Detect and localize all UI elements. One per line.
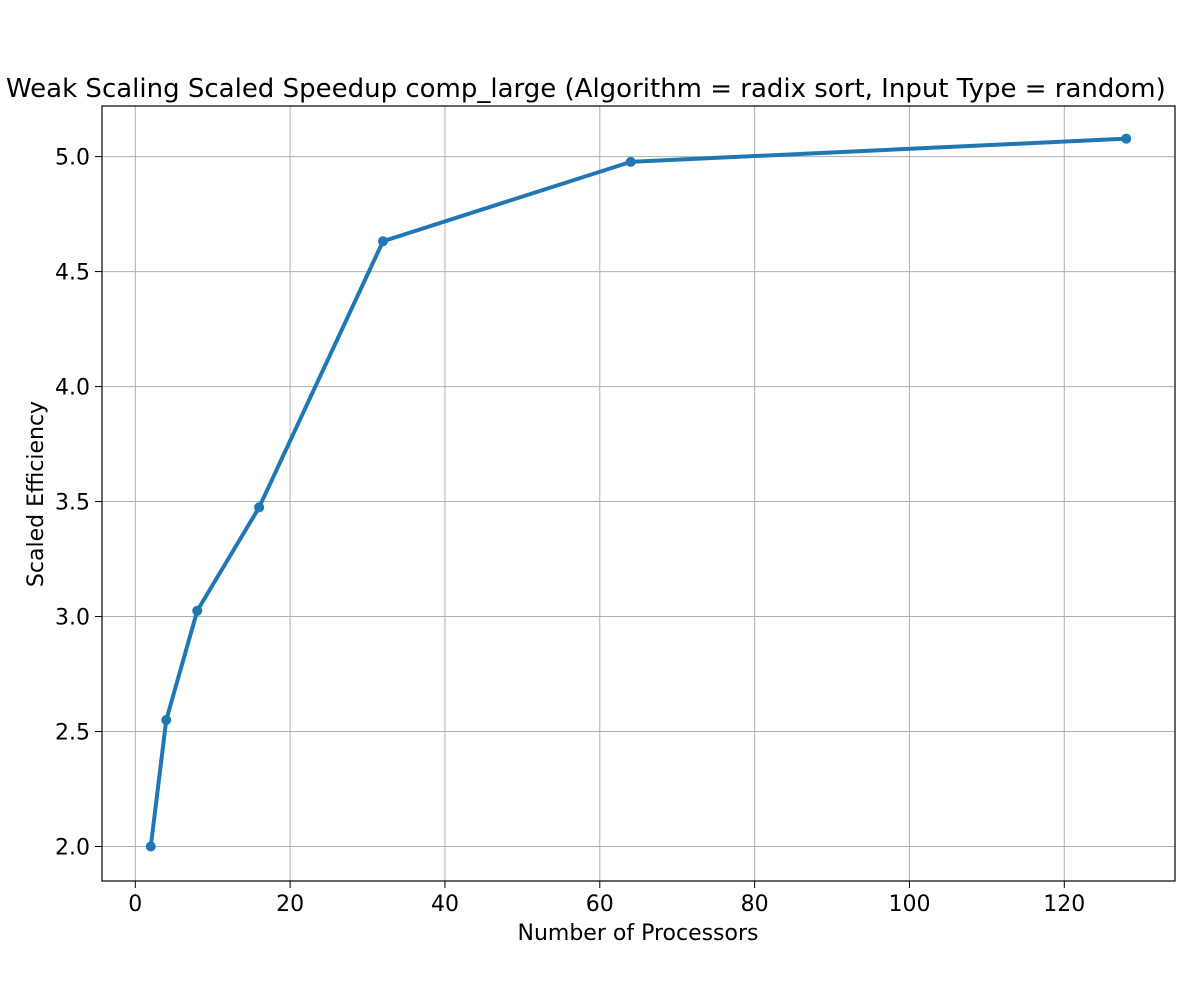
y-tick-label: 2.0	[55, 836, 90, 861]
x-tick-label: 20	[276, 892, 304, 917]
chart-title: Weak Scaling Scaled Speedup comp_large (…	[6, 74, 1166, 104]
series-layer	[145, 133, 1132, 852]
data-point	[625, 156, 636, 167]
data-point	[192, 605, 203, 616]
y-tick-label: 4.0	[55, 376, 90, 401]
x-tick-label: 80	[741, 892, 769, 917]
x-tick-label: 120	[1043, 892, 1085, 917]
y-tick-label: 4.5	[55, 261, 90, 286]
x-tick-label: 60	[586, 892, 614, 917]
y-tick-label: 3.5	[55, 491, 90, 516]
data-point	[161, 715, 172, 726]
data-point	[145, 841, 156, 852]
data-point	[378, 236, 389, 247]
plot-frame	[101, 105, 1176, 882]
x-axis-label: Number of Processors	[518, 921, 759, 946]
grid	[102, 106, 1175, 881]
ticks: 0 20 40 60 80 100 120 2.0 2.5 3.0 3.5 4.0 4.5 5.0	[55, 146, 1085, 917]
data-point	[254, 502, 265, 513]
y-tick-label: 5.0	[55, 146, 90, 171]
y-tick-label: 2.5	[55, 721, 90, 746]
y-tick-label: 3.0	[55, 606, 90, 631]
x-tick-label: 40	[431, 892, 459, 917]
y-axis-label: Scaled Efficiency	[24, 401, 49, 587]
x-tick-label: 100	[888, 892, 930, 917]
data-point	[1121, 133, 1132, 144]
x-tick-label: 0	[128, 892, 142, 917]
